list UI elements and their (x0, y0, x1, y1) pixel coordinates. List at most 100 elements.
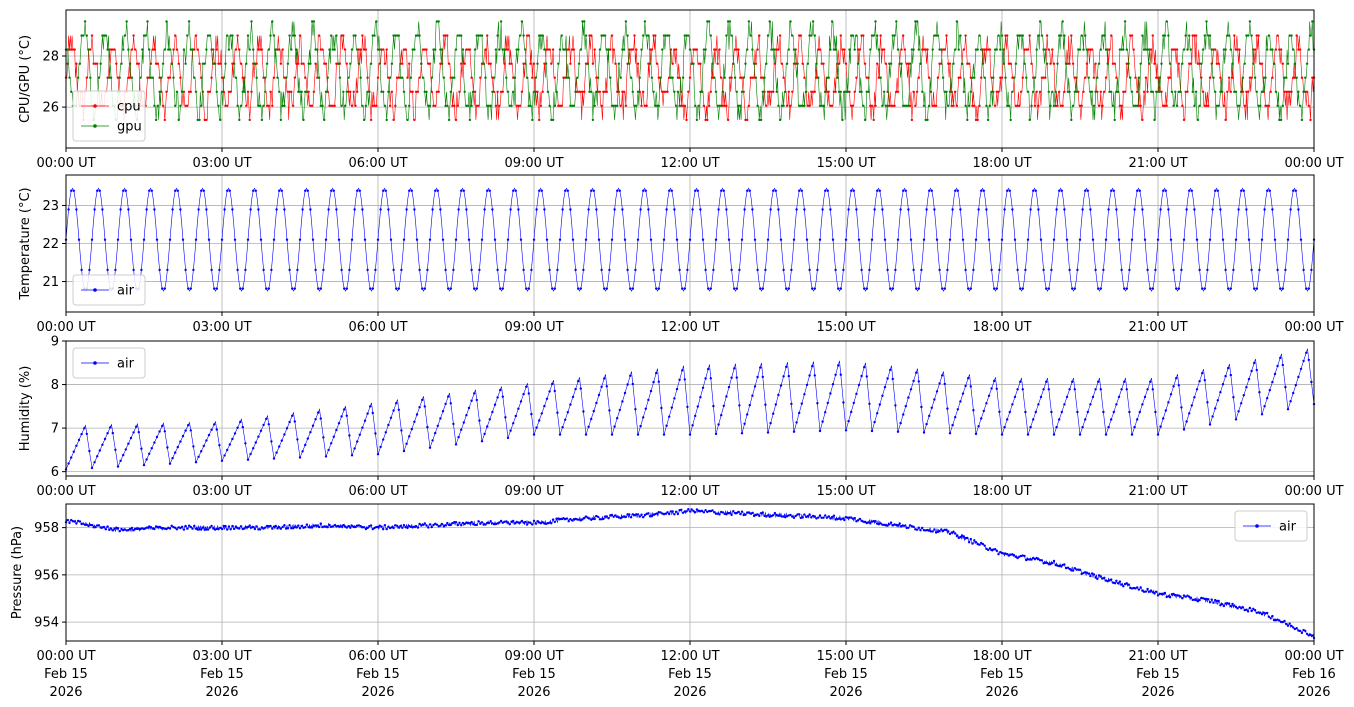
data-point (614, 62, 617, 65)
data-point (397, 526, 400, 529)
data-point (1012, 554, 1016, 557)
data-point (390, 90, 394, 94)
data-point (470, 520, 473, 524)
data-point (709, 287, 712, 290)
data-point (714, 90, 718, 94)
data-point (265, 104, 269, 108)
data-point (317, 525, 321, 529)
x-tick-date: Feb 15 (356, 667, 400, 682)
data-point (990, 268, 993, 272)
data-point (1155, 590, 1158, 593)
data-point (1055, 425, 1058, 429)
data-point (873, 420, 876, 424)
data-point (446, 104, 449, 108)
data-point (1245, 208, 1248, 211)
data-point (480, 521, 484, 524)
y-tick-label: 9 (51, 335, 59, 350)
data-point (1234, 238, 1238, 241)
data-point (119, 459, 122, 462)
data-point (1194, 90, 1198, 94)
data-point (914, 104, 917, 108)
data-point (795, 208, 798, 211)
data-point (995, 287, 998, 290)
data-point (914, 528, 917, 531)
data-point (400, 429, 403, 432)
data-point (834, 373, 837, 376)
data-point (286, 90, 290, 94)
data-point (579, 90, 582, 94)
data-point (982, 409, 985, 413)
data-point (215, 287, 218, 290)
data-point (347, 90, 350, 94)
data-point (893, 104, 896, 108)
data-point (1065, 395, 1069, 399)
data-point (401, 62, 404, 65)
data-point (1125, 287, 1129, 290)
data-point (1191, 34, 1194, 37)
data-point (153, 48, 156, 51)
data-point (120, 527, 123, 531)
data-point (415, 413, 419, 416)
data-point (853, 90, 856, 94)
data-point (709, 90, 712, 94)
data-point (1172, 48, 1175, 51)
data-point (1118, 580, 1122, 583)
data-point (541, 90, 544, 94)
data-point (1028, 558, 1031, 561)
data-point (385, 527, 388, 531)
data-point (1289, 208, 1292, 211)
data-point (1191, 90, 1194, 94)
data-point (1177, 287, 1181, 290)
data-point (408, 62, 411, 65)
data-point (941, 48, 945, 51)
data-point (116, 465, 120, 468)
data-point (605, 90, 608, 94)
data-point (713, 76, 716, 79)
data-point (936, 76, 940, 79)
data-point (106, 76, 109, 79)
data-point (882, 48, 886, 51)
data-point (841, 118, 844, 122)
data-point (75, 208, 78, 211)
data-point (342, 524, 345, 527)
data-point (1125, 388, 1129, 391)
data-point (1000, 238, 1004, 241)
data-point (1139, 104, 1142, 108)
data-point (699, 208, 702, 211)
data-point (513, 522, 517, 525)
data-point (1149, 380, 1152, 383)
data-point (818, 514, 822, 517)
data-point (660, 268, 663, 272)
data-point (895, 90, 898, 94)
data-point (446, 34, 449, 37)
data-point (1047, 287, 1051, 290)
data-point (1037, 104, 1040, 108)
data-point (348, 434, 351, 437)
data-point (335, 62, 338, 65)
data-point (153, 441, 156, 444)
data-point (1128, 410, 1131, 414)
data-point (1250, 76, 1253, 79)
data-point (434, 104, 437, 108)
data-point (590, 90, 593, 94)
data-point (428, 446, 432, 449)
data-point (992, 548, 995, 551)
data-point (747, 511, 751, 514)
data-point (635, 48, 638, 51)
x-tick-label: 12:00 UT (660, 320, 719, 335)
data-point (493, 403, 497, 406)
data-point (298, 238, 302, 241)
data-point (163, 430, 166, 433)
data-point (896, 524, 900, 527)
data-point (648, 62, 652, 65)
data-point (1078, 104, 1082, 108)
data-point (666, 34, 669, 37)
data-point (220, 238, 224, 241)
data-point (1267, 34, 1271, 37)
data-point (769, 208, 772, 211)
data-point (124, 189, 128, 192)
data-point (791, 515, 794, 518)
data-point (1065, 238, 1069, 241)
data-point (990, 76, 993, 79)
data-point (557, 104, 560, 108)
